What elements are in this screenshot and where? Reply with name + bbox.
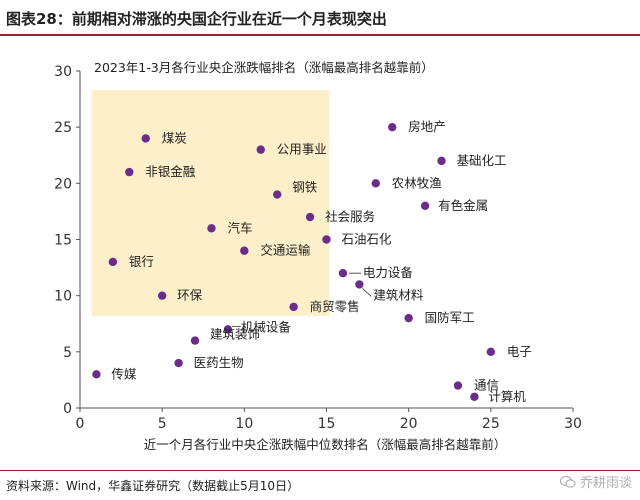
point-label: 汽车: [227, 220, 252, 235]
data-point: [174, 358, 183, 368]
point-label: 房地产: [408, 119, 446, 134]
highlight-region: [91, 90, 330, 316]
data-point: [355, 280, 364, 289]
data-point: [453, 381, 463, 390]
y-tick-label: 25: [54, 120, 72, 136]
point-label: 机械设备: [241, 319, 292, 334]
point-label: 电子: [507, 344, 532, 359]
y-tick-label: 0: [63, 401, 72, 417]
data-point: [125, 167, 134, 177]
x-tick-label: 10: [235, 416, 253, 432]
point-label: 社会服务: [325, 209, 375, 224]
data-point: [92, 370, 101, 379]
point-label: 石油石化: [342, 232, 393, 247]
point-label: 医药生物: [194, 355, 244, 370]
point-label: 公用事业: [277, 142, 327, 157]
point-label: 非银金融: [145, 164, 196, 179]
point-label: 商贸零售: [310, 299, 360, 314]
figure-title: 图表28：前期相对滞涨的央国企行业在近一个月表现突出: [6, 10, 387, 28]
watermark-text: 乔耕雨谈: [579, 476, 632, 491]
point-label: 基础化工: [457, 153, 507, 168]
point-label: 交通运输: [260, 243, 311, 258]
y-tick-labels: 0 5 10 15 20 25 30: [54, 64, 80, 417]
point-label: 煤炭: [162, 130, 187, 145]
scatter-chart: 2023年1-3月各行业央企涨跌幅排名（涨幅最高排名越靠前） 0 5 10 15 20 2…: [54, 60, 582, 452]
data-point: [223, 325, 233, 334]
data-point: [437, 156, 446, 166]
point-label: 环保: [177, 288, 203, 303]
data-point: [190, 336, 200, 345]
footer-divider: [0, 470, 640, 471]
data-point: [240, 246, 249, 255]
x-tick-label: 0: [76, 416, 85, 432]
x-tick-label: 5: [158, 416, 167, 432]
point-label: 建筑材料: [373, 287, 424, 302]
y-tick-label: 30: [54, 64, 72, 80]
data-point: [371, 179, 380, 188]
point-label: 有色金属: [438, 198, 488, 213]
x-tick-label: 20: [400, 416, 418, 432]
y-tick-label: 5: [63, 345, 72, 361]
point-label: 电力设备: [363, 265, 414, 280]
data-point: [338, 269, 348, 278]
leader-line: [362, 288, 372, 297]
y-tick-label: 15: [54, 233, 72, 249]
watermark: 乔耕雨谈: [559, 472, 632, 491]
x-tick-labels: 0 5 10 15 20 25 30: [76, 408, 582, 432]
data-point: [404, 313, 413, 323]
data-point: [273, 190, 282, 199]
data-point: [486, 347, 496, 357]
data-points: [92, 122, 496, 401]
data-point: [322, 235, 331, 244]
point-label: 国防军工: [425, 310, 475, 325]
point-label: 通信: [474, 378, 499, 393]
data-point: [305, 212, 315, 222]
x-tick-label: 25: [482, 416, 500, 432]
data-point: [388, 122, 397, 132]
y-tick-label: 20: [54, 176, 72, 192]
data-point: [157, 291, 167, 300]
chart-title: 2023年1-3月各行业央企涨跌幅排名（涨幅最高排名越靠前）: [94, 60, 434, 75]
x-axis-label: 近一个月各行业中央企涨跌幅中位数排名（涨幅最高排名越靠前）: [144, 437, 507, 452]
wechat-icon: [559, 475, 576, 488]
data-point: [141, 134, 150, 143]
x-tick-label: 15: [318, 416, 336, 432]
data-point: [470, 392, 479, 401]
point-label: 银行: [129, 254, 154, 269]
point-label: 传媒: [111, 366, 137, 381]
leader-lines: [231, 272, 372, 327]
point-label: 钢铁: [292, 180, 318, 195]
point-label: 建筑装饰: [210, 327, 260, 342]
data-point: [289, 302, 298, 312]
data-point: [108, 257, 118, 267]
data-point: [256, 145, 265, 154]
point-label: 农林牧渔: [392, 175, 442, 190]
point-label: 计算机: [488, 389, 526, 404]
x-tick-label: 30: [564, 416, 582, 432]
data-point: [420, 201, 430, 210]
source-note: 资料来源：Wind，华鑫证券研究（数据截止5月10日）: [6, 479, 300, 493]
figure-header: 图表28：前期相对滞涨的央国企行业在近一个月表现突出: [0, 0, 640, 36]
data-point: [207, 224, 216, 233]
y-tick-label: 10: [54, 289, 72, 305]
